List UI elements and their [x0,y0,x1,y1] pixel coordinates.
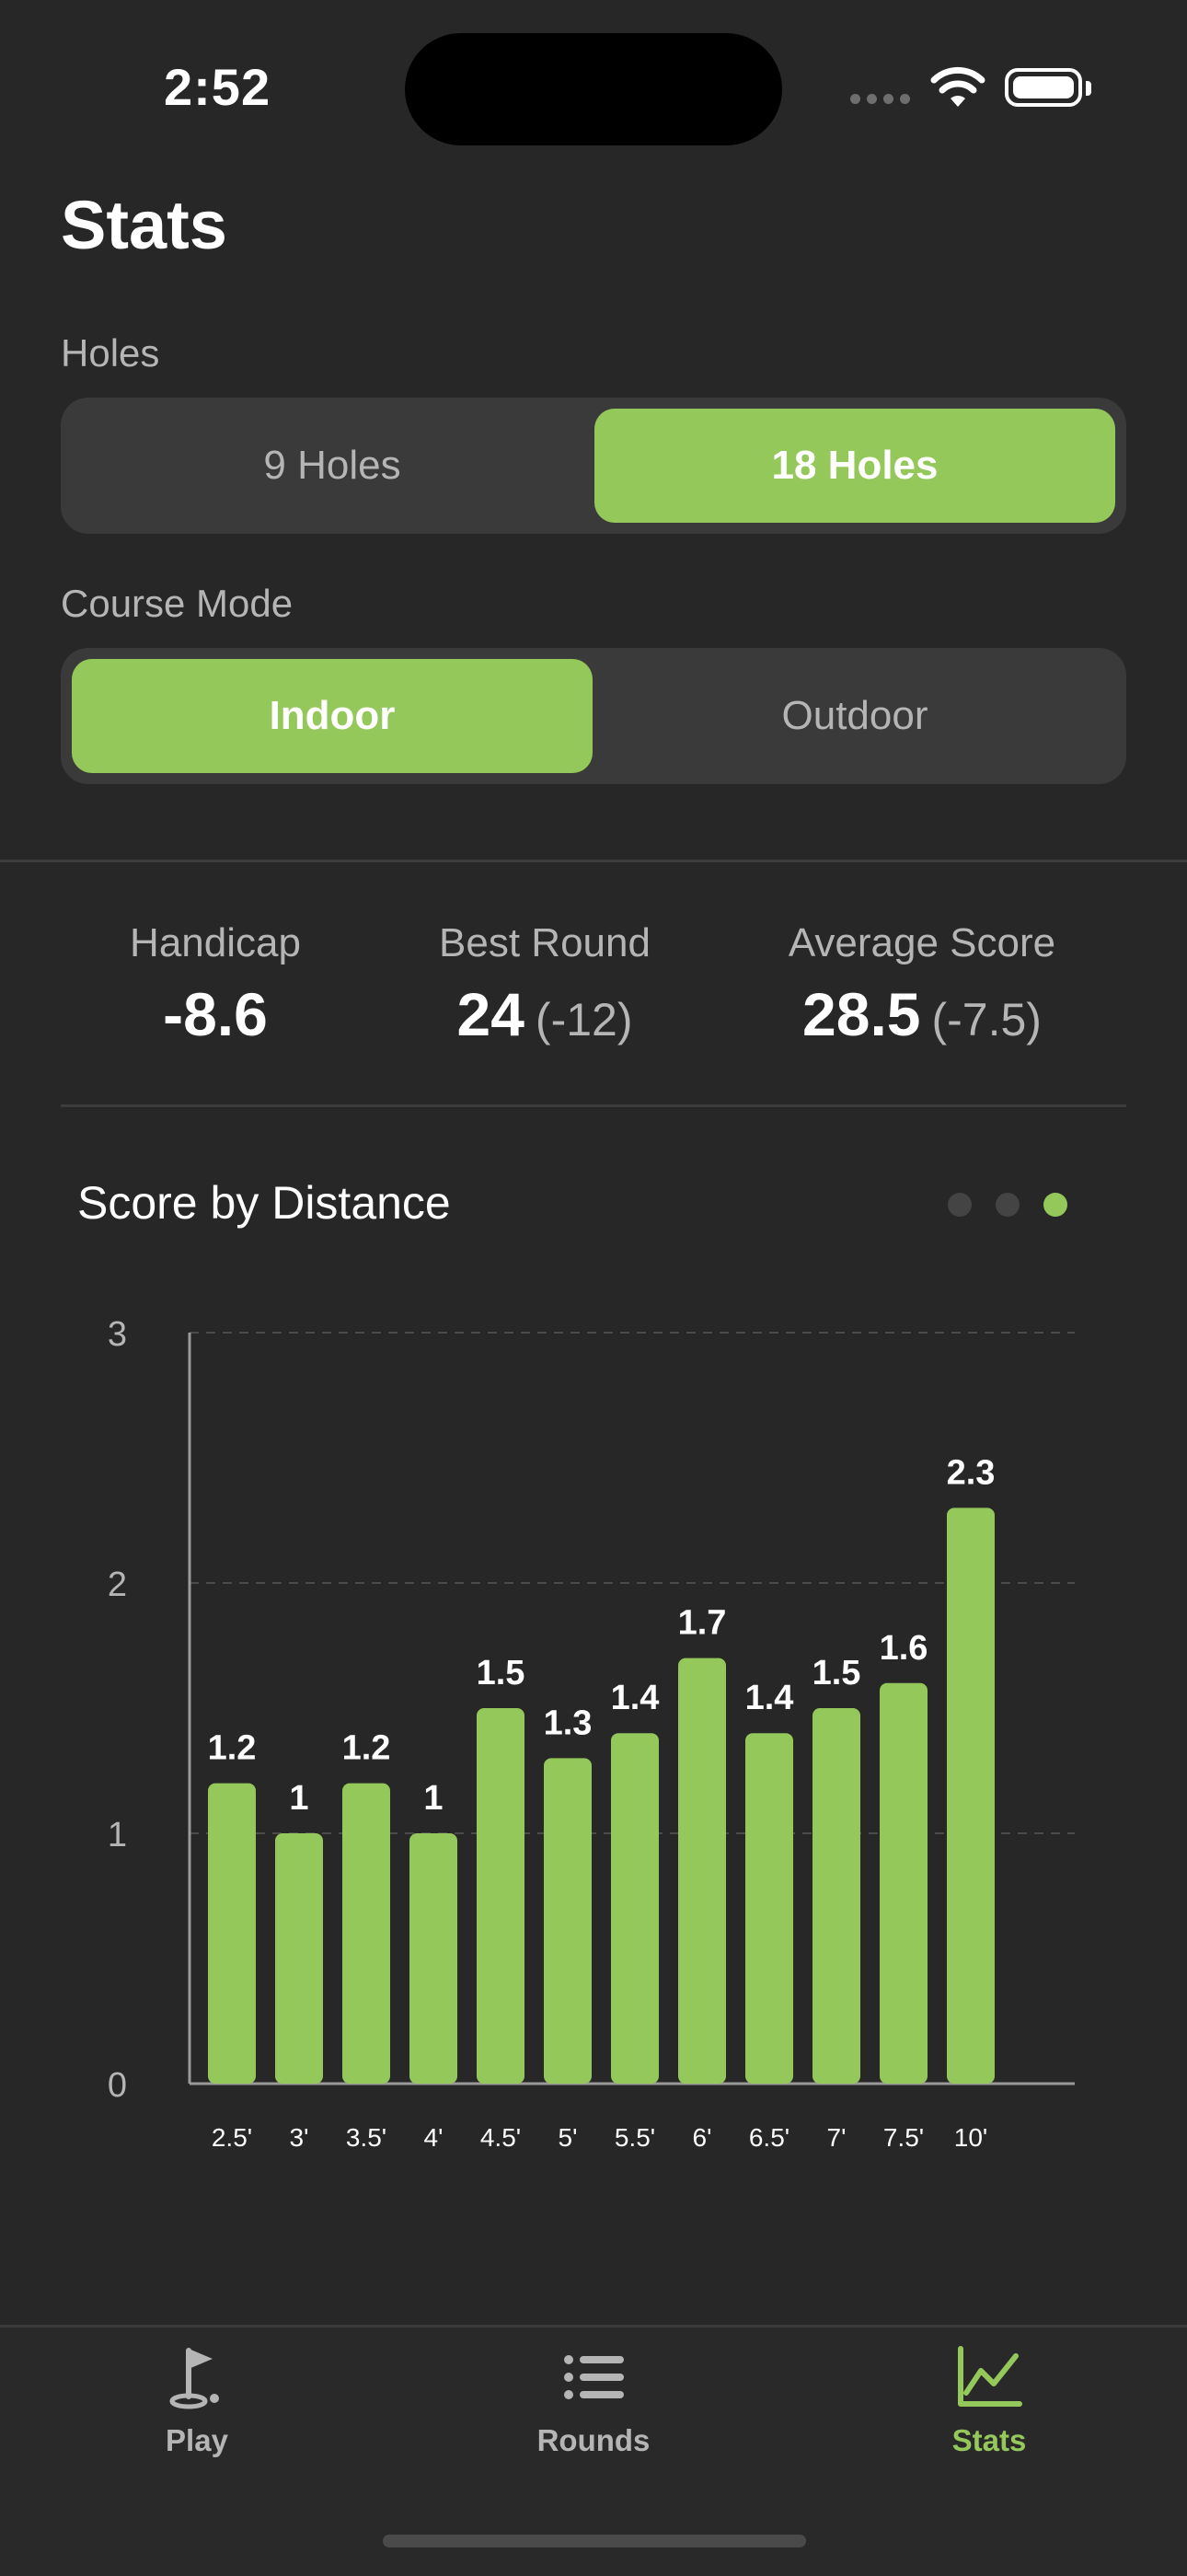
course-mode-label: Course Mode [61,582,294,625]
chart-title: Score by Distance [77,1177,451,1229]
x-tick-label: 3' [290,2123,309,2152]
tab-stats-label: Stats [951,2423,1027,2457]
x-tick-label: 7.5' [883,2123,924,2152]
segment-18-holes[interactable]: 18 Holes [594,409,1115,523]
y-tick-label: 2 [108,1565,127,1604]
handicap-value: -8.6 [163,980,268,1048]
stats-divider [61,1104,1126,1107]
battery-icon [1005,68,1082,107]
page-dot-1[interactable] [948,1193,972,1217]
dynamic-island [405,33,782,145]
bar [208,1783,256,2084]
tab-rounds-label: Rounds [536,2423,651,2457]
battery-cap [1086,81,1091,96]
data-label: 1.4 [745,1679,794,1717]
bar [477,1708,524,2084]
tab-stats[interactable]: Stats [897,2343,1081,2458]
bar [880,1682,928,2084]
data-label: 1.7 [678,1604,727,1643]
status-time: 2:52 [164,58,271,116]
bar [947,1507,995,2084]
x-tick-label: 6' [693,2123,712,2152]
y-tick-label: 0 [108,2066,127,2105]
x-tick-label: 4.5' [480,2123,521,2152]
data-label: 1.4 [611,1679,660,1717]
bar [745,1733,793,2084]
x-tick-label: 2.5' [212,2123,252,2152]
x-tick-label: 4' [424,2123,444,2152]
tab-play[interactable]: Play [105,2343,289,2458]
bar [544,1758,592,2084]
bar [342,1783,390,2084]
line-chart-icon [958,2346,1022,2407]
section-divider [0,860,1187,862]
y-tick-label: 3 [108,1315,127,1354]
x-tick-label: 3.5' [346,2123,386,2152]
tab-bar [0,2325,1187,2576]
segment-outdoor[interactable]: Outdoor [781,693,928,738]
tab-rounds[interactable]: Rounds [501,2343,686,2458]
holes-label: Holes [61,331,160,375]
course-mode-segmented-control: Indoor Outdoor [61,648,1126,784]
average-score-value: 28.5 [802,980,921,1048]
handicap-stat: Handicap -8.6 [77,920,353,1049]
x-tick-label: 5' [559,2123,578,2152]
bar [678,1658,726,2084]
bar [275,1833,323,2084]
wifi-icon [930,66,985,107]
data-label: 1.2 [208,1729,257,1768]
handicap-label: Handicap [130,920,301,965]
bar [812,1708,860,2084]
x-tick-label: 7' [827,2123,847,2152]
best-round-label: Best Round [439,920,651,965]
data-label: 2.3 [947,1453,996,1492]
holes-segmented-control: 9 Holes 18 Holes [61,398,1126,534]
list-icon [564,2355,624,2399]
best-round-stat: Best Round 24 (-12) [398,920,692,1049]
segment-indoor[interactable]: Indoor [72,659,593,773]
data-label: 1 [289,1779,308,1818]
score-by-distance-chart: 0 1 2 3 1.2 2.5' 1 3' 1.2 3.5' 1 4' 1.5 4.5' 1.3 5' 1.4 5… [108,1315,1075,2152]
bar [611,1733,659,2084]
best-round-value: 24 [456,980,524,1048]
tab-play-label: Play [166,2423,228,2457]
x-tick-label: 10' [954,2123,988,2152]
golf-flag-icon [169,2348,219,2409]
chart-page-indicator[interactable] [948,1193,1067,1217]
data-label: 1.5 [812,1654,861,1692]
y-tick-label: 1 [108,1816,127,1854]
page-dot-2[interactable] [996,1193,1020,1217]
bar [409,1833,457,2084]
data-label: 1.5 [477,1654,525,1692]
segment-9-holes[interactable]: 9 Holes [263,443,401,488]
average-score-label: Average Score [788,920,1056,965]
average-score-relative: (-7.5) [931,994,1042,1045]
data-label: 1.2 [342,1729,391,1768]
x-tick-label: 6.5' [749,2123,789,2152]
page-dot-3[interactable] [1043,1193,1067,1217]
x-tick-label: 5.5' [615,2123,655,2152]
page-title: Stats [61,187,227,263]
data-label: 1 [423,1779,443,1818]
home-indicator [383,2535,806,2547]
best-round-relative: (-12) [535,994,633,1045]
data-label: 1.6 [880,1629,928,1668]
cellular-signal-icon [850,94,910,104]
data-label: 1.3 [544,1704,593,1742]
average-score-stat: Average Score 28.5 (-7.5) [756,920,1088,1049]
